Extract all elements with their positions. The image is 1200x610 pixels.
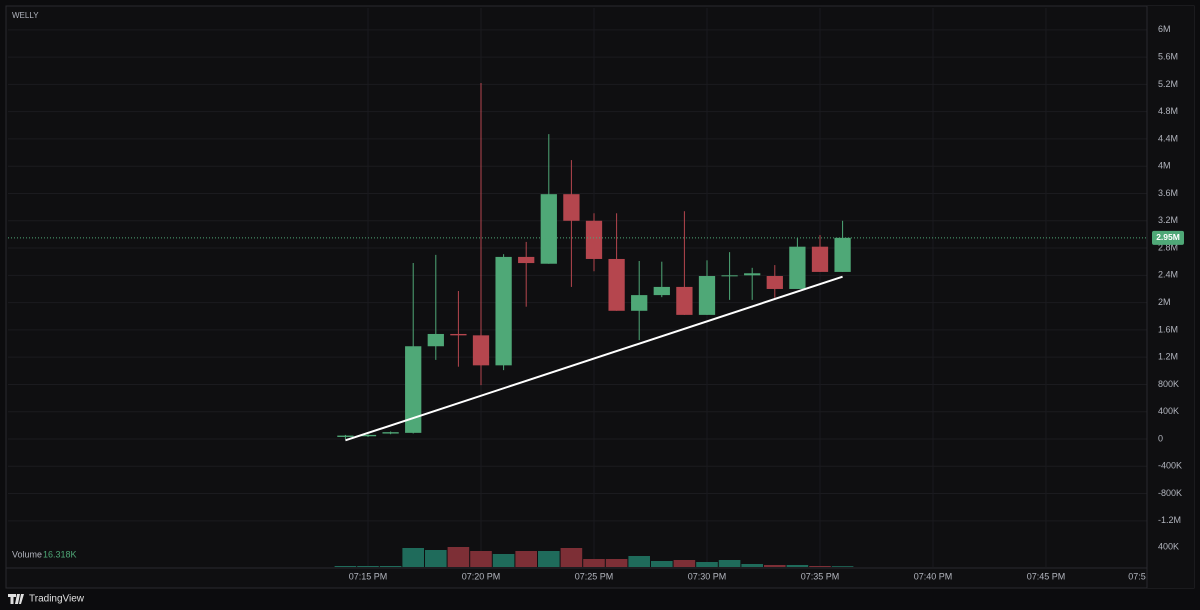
y-tick-label: 800K bbox=[1158, 379, 1179, 389]
volume-bar bbox=[650, 561, 673, 567]
volume-bar bbox=[831, 566, 854, 567]
candles bbox=[8, 83, 1147, 442]
candle-body bbox=[540, 194, 557, 264]
x-tick-label: 07:30 PM bbox=[688, 571, 727, 581]
candle-body bbox=[608, 258, 625, 311]
candle-body bbox=[811, 246, 829, 272]
volume-bar bbox=[537, 551, 560, 567]
candle-body bbox=[744, 273, 761, 276]
candle-body bbox=[789, 246, 806, 289]
last-price-label: 2.95M bbox=[1156, 232, 1180, 242]
volume-bar bbox=[673, 560, 696, 567]
candle-body bbox=[405, 346, 422, 433]
candle-body bbox=[518, 256, 535, 264]
candle-body bbox=[766, 276, 783, 289]
volume-bar bbox=[628, 556, 650, 567]
candle-body bbox=[676, 286, 693, 315]
y-tick-label: 2M bbox=[1158, 297, 1171, 307]
candle-body bbox=[450, 333, 467, 336]
volume-bar bbox=[447, 547, 470, 567]
candle-body bbox=[427, 333, 444, 347]
candle-body bbox=[653, 286, 670, 296]
candle-body bbox=[585, 220, 603, 259]
brand: TradingView bbox=[8, 594, 85, 605]
y-tick-label: 3.6M bbox=[1158, 188, 1178, 198]
candle-body bbox=[495, 256, 512, 366]
candle-body bbox=[359, 434, 377, 437]
candle-body bbox=[631, 295, 648, 311]
volume-label: Volume bbox=[12, 549, 42, 559]
candle-body bbox=[834, 237, 851, 272]
y-axis-panel bbox=[1147, 6, 1194, 588]
volume-bar bbox=[379, 566, 402, 567]
candle-body bbox=[563, 194, 580, 221]
y-tick-label: 4.8M bbox=[1158, 106, 1178, 116]
y-tick-label: 1.2M bbox=[1158, 352, 1178, 362]
candle-body bbox=[337, 435, 354, 437]
y-tick-label: 5.2M bbox=[1158, 79, 1178, 89]
volume-bar bbox=[696, 562, 718, 567]
y-tick-label: 3.2M bbox=[1158, 215, 1178, 225]
y-tick-label: 4M bbox=[1158, 161, 1171, 171]
candle-body bbox=[382, 432, 399, 434]
volume-bar bbox=[583, 559, 605, 567]
y-tick-label: 1.6M bbox=[1158, 324, 1178, 334]
volume-bar bbox=[763, 565, 786, 567]
volume-bar bbox=[402, 548, 425, 567]
chart-frame bbox=[5, 5, 1195, 589]
last-price-tag: 2.95M bbox=[1152, 230, 1184, 245]
x-tick-label: 07:25 PM bbox=[575, 571, 614, 581]
volume-bar bbox=[605, 559, 628, 567]
brand-logo bbox=[8, 594, 24, 604]
volume-bar bbox=[809, 566, 831, 567]
y-tick-label: 5.6M bbox=[1158, 51, 1178, 61]
x-tick-label: 07:40 PM bbox=[914, 571, 953, 581]
volume-bar bbox=[515, 551, 537, 567]
x-axis: 07:15 PM 07:20 PM 07:25 PM 07:30 PM 07:35 PM… bbox=[349, 571, 1146, 581]
x-tick-label: 07:35 PM bbox=[801, 571, 840, 581]
volume-bar bbox=[492, 554, 515, 567]
volume-bar bbox=[560, 548, 583, 567]
y-tick-label: 0 bbox=[1158, 433, 1163, 443]
volume-bar bbox=[786, 565, 809, 567]
volume-bar bbox=[741, 564, 763, 567]
volume-bar bbox=[470, 551, 492, 567]
volume-bar bbox=[334, 566, 357, 567]
y-tick-label: 6M bbox=[1158, 24, 1171, 34]
volume-last: 16.318K bbox=[43, 549, 77, 559]
y-tick-label: -800K bbox=[1158, 488, 1182, 498]
y-axis: 6M 5.6M 5.2M 4.8M 4.4M 4M 3.6M 3.2M 2.8M 2.4M 2M 1.… bbox=[1158, 24, 1182, 551]
x-tick-label: 07:15 PM bbox=[349, 571, 388, 581]
last-price-box bbox=[1152, 230, 1184, 245]
y-tick-label: 400K bbox=[1158, 406, 1179, 416]
volume-pane bbox=[334, 547, 854, 567]
trend-line bbox=[345, 275, 843, 442]
volume-tick-label: 400K bbox=[1158, 541, 1179, 551]
y-tick-label: -1.2M bbox=[1158, 515, 1181, 525]
y-tick-label: -400K bbox=[1158, 461, 1182, 471]
symbol: WELLY bbox=[12, 11, 39, 20]
volume-bar bbox=[718, 560, 741, 567]
candle-body bbox=[472, 335, 490, 366]
y-tick-label: 4.4M bbox=[1158, 133, 1178, 143]
x-tick-label: 07:5 bbox=[1128, 571, 1146, 581]
y-tick-label: 2.4M bbox=[1158, 270, 1178, 280]
candle-body bbox=[721, 275, 738, 277]
candle-body bbox=[698, 276, 716, 315]
x-tick-label: 07:20 PM bbox=[462, 571, 501, 581]
volume-bar bbox=[357, 566, 379, 567]
volume-bar bbox=[425, 550, 447, 567]
brand-name: TradingView bbox=[29, 594, 85, 605]
x-tick-label: 07:45 PM bbox=[1027, 571, 1066, 581]
y-tick-label: 2.8M bbox=[1158, 242, 1178, 252]
grid bbox=[8, 8, 1160, 567]
